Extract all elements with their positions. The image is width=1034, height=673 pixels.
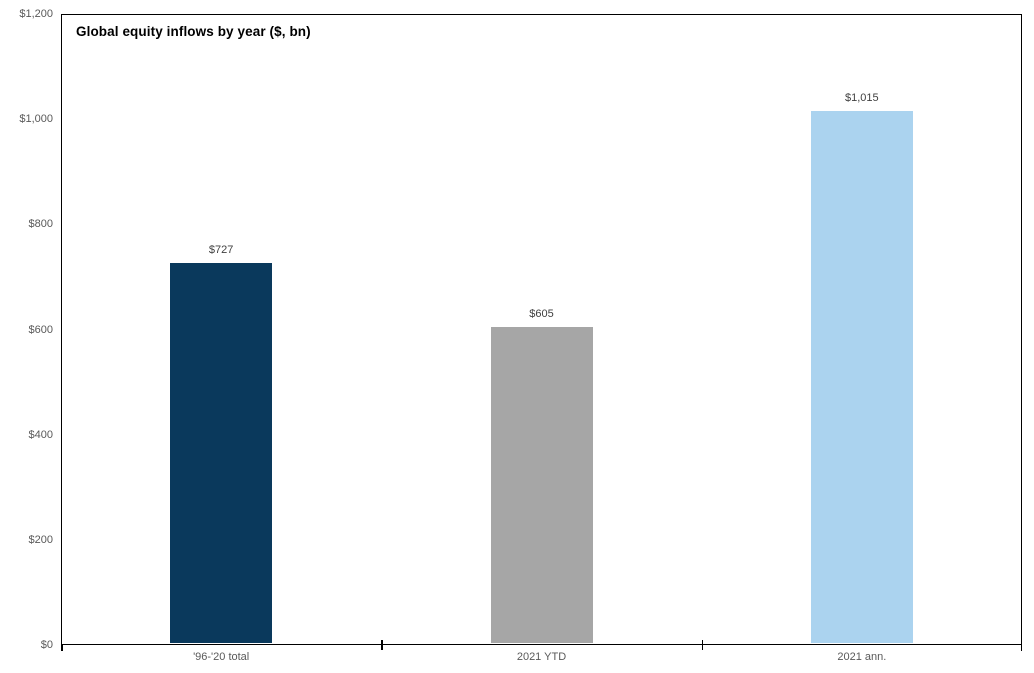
y-tick-label: $200 [28, 533, 53, 546]
bar [810, 111, 913, 644]
y-tick-label: $1,000 [19, 113, 53, 126]
x-axis-corner-tick [1020, 645, 1022, 651]
bar-value-label: $727 [208, 243, 234, 256]
bar-value-label: $605 [529, 307, 554, 320]
x-tick-label: '96-'20 total [193, 651, 250, 663]
bar [170, 262, 273, 644]
x-tick-label: 2021 ann. [837, 651, 887, 663]
chart-title: Global equity inflows by year ($, bn) [76, 24, 311, 39]
x-tick-label: 2021 YTD [516, 651, 567, 663]
y-tick-label: $400 [28, 428, 53, 441]
bar [490, 326, 593, 644]
y-tick-label: $600 [28, 323, 53, 336]
x-axis-tick [701, 640, 704, 650]
x-axis-corner-tick [61, 645, 63, 651]
x-axis-tick [381, 640, 383, 650]
y-tick-label: $0 [40, 639, 53, 651]
bar-value-label: $1,015 [845, 92, 879, 105]
y-tick-label: $800 [28, 218, 53, 231]
y-tick-label: $1,200 [19, 8, 53, 20]
